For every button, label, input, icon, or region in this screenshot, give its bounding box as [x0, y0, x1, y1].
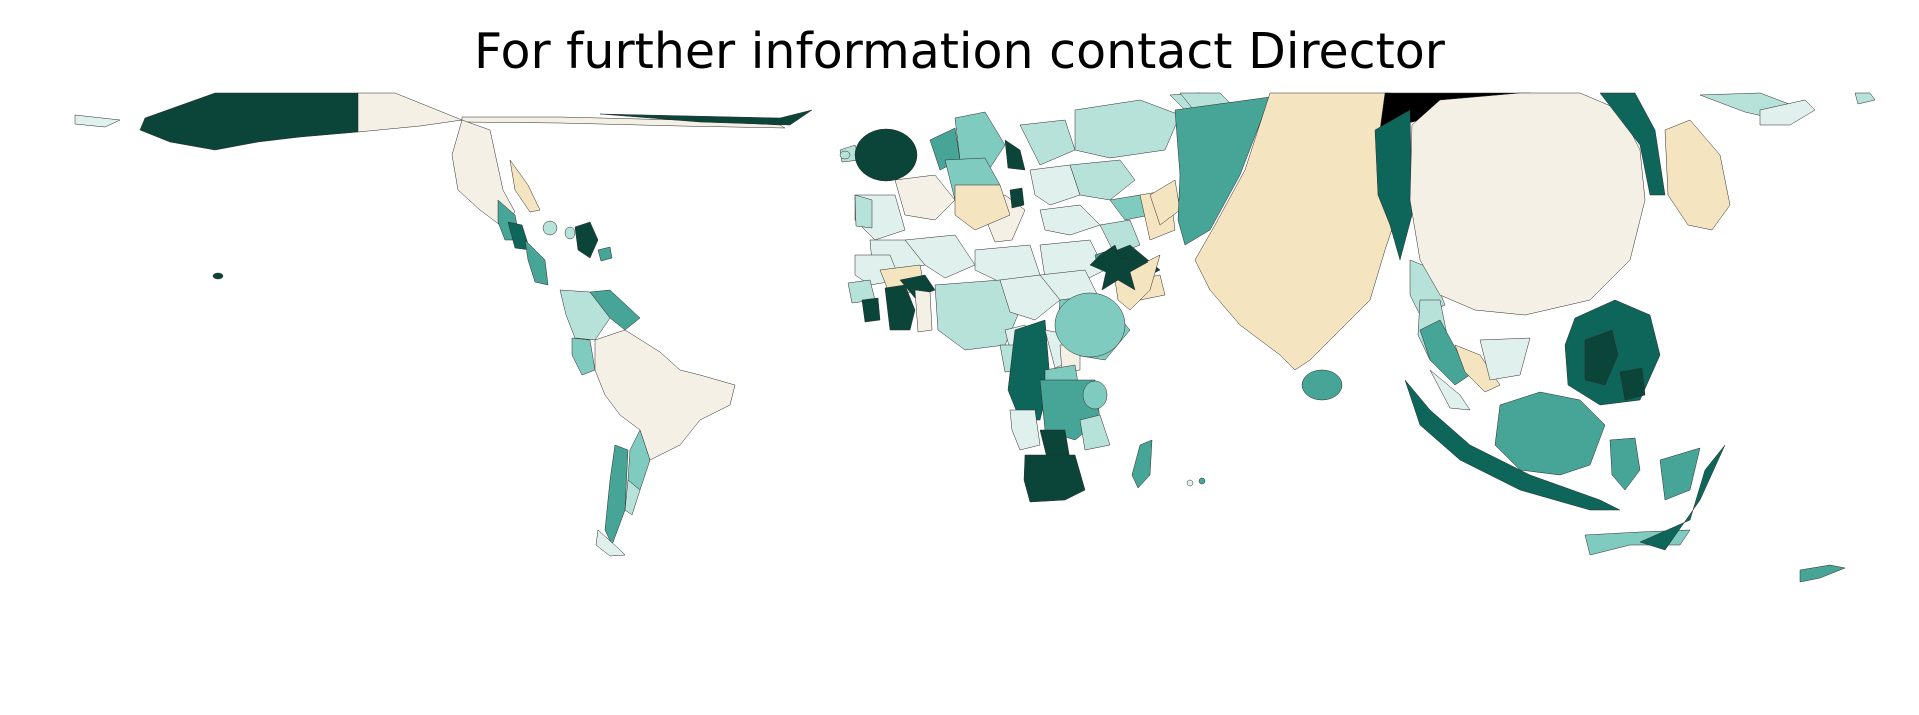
region-arctic-islands	[74, 114, 121, 128]
region-finland	[1004, 139, 1026, 171]
region-indonesia-east	[1659, 447, 1701, 501]
region-sri-lanka	[1301, 369, 1343, 401]
region-balkans	[1029, 164, 1081, 206]
region-caribbean-4	[564, 226, 576, 240]
region-small-isle-2	[839, 150, 851, 160]
region-baltic	[1019, 119, 1076, 166]
region-ghana	[914, 289, 933, 333]
region-scandinavia-2	[954, 111, 1006, 169]
region-chad	[999, 274, 1061, 321]
region-argentina	[624, 479, 641, 516]
region-poland	[954, 184, 1011, 231]
region-algeria	[904, 234, 976, 279]
region-korea-japan	[1664, 119, 1731, 231]
region-bangladesh	[1374, 109, 1413, 261]
region-chile	[604, 444, 629, 546]
region-south-africa	[1023, 454, 1086, 503]
region-east-africa-lake	[1054, 292, 1126, 358]
region-small-isle-1	[212, 272, 224, 280]
region-cambodia	[1479, 337, 1531, 381]
region-australia-wedge	[1639, 444, 1726, 551]
world-landmasses	[74, 92, 1876, 583]
region-vietnam	[1454, 344, 1501, 393]
region-ivory-coast	[884, 284, 916, 331]
region-uk	[854, 128, 918, 182]
region-philippines-inner	[1584, 329, 1619, 386]
region-borneo	[1494, 391, 1606, 476]
region-laos	[1419, 319, 1471, 386]
map-title: For further information contact Director	[474, 23, 1445, 80]
region-arctic-strands	[461, 116, 786, 129]
region-malaysia-peninsula	[1429, 369, 1471, 411]
region-portugal	[854, 194, 873, 229]
region-ecuador	[571, 337, 596, 376]
region-drc	[1007, 319, 1051, 421]
region-mauritius	[1198, 477, 1206, 485]
region-central-america-3	[524, 239, 549, 286]
region-sumatra	[1404, 379, 1621, 511]
region-far-east-isle	[1854, 92, 1876, 105]
region-venezuela	[589, 289, 641, 331]
region-horn-star	[1089, 244, 1149, 291]
region-pacific-islands	[1759, 99, 1816, 126]
region-russia-west	[1074, 99, 1181, 159]
region-france	[894, 174, 956, 221]
region-patagonia	[595, 529, 626, 557]
region-alaska	[139, 92, 359, 151]
region-mongolia-arc	[1599, 92, 1666, 196]
region-caribbean-2	[597, 246, 613, 262]
region-arctic-fringe	[599, 109, 813, 126]
region-reunion	[1186, 479, 1194, 487]
region-angola	[1009, 409, 1041, 451]
region-mozambique	[1079, 414, 1111, 451]
region-new-zealand	[1799, 564, 1846, 583]
region-madagascar-interior	[1082, 380, 1108, 410]
region-china	[1409, 92, 1646, 316]
region-sulawesi	[1609, 437, 1641, 491]
region-switzerland	[1009, 187, 1025, 209]
region-caribbean-3	[542, 220, 558, 236]
region-guinea	[861, 297, 881, 323]
region-madagascar	[1131, 439, 1153, 489]
region-brazil	[594, 329, 736, 461]
region-canada	[357, 92, 463, 133]
region-ukraine	[1069, 159, 1136, 201]
region-philippines-isle	[1619, 367, 1646, 401]
region-mexico-strip	[509, 159, 541, 213]
region-caribbean-1	[574, 221, 599, 259]
region-turkey	[1039, 204, 1101, 236]
